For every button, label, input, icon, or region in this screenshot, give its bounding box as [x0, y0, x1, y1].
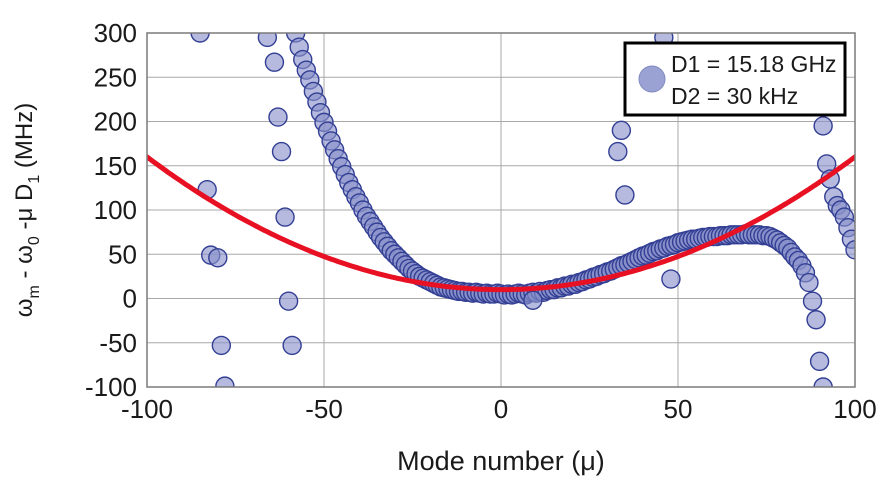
data-point — [282, 335, 302, 356]
legend: D1 = 15.18 GHz D2 = 30 kHz — [623, 41, 847, 117]
y-tick-label: 100 — [94, 195, 137, 225]
data-point — [608, 141, 628, 162]
data-point — [806, 310, 826, 330]
fit-curve-layer — [147, 154, 855, 293]
legend-entry: D1 = 15.18 GHz — [671, 51, 837, 77]
data-point — [275, 207, 295, 227]
y-tick-label: 50 — [108, 239, 137, 269]
x-tick-label: -100 — [121, 394, 173, 424]
data-point — [257, 33, 278, 48]
y-tick-label: 0 — [123, 284, 137, 314]
data-point — [523, 290, 543, 310]
axis-tick-labels: -100 -50 0 50 100 150 200 250 300 -100 -50 0 50 100 — [85, 18, 877, 424]
y-tick-label: -100 — [85, 372, 137, 402]
data-point — [268, 107, 288, 127]
x-tick-label: 50 — [664, 394, 693, 424]
y-axis-title: ωm - ω0 -μ D1 (MHz) — [11, 103, 43, 317]
data-point — [615, 185, 635, 205]
data-point — [190, 33, 210, 43]
data-point — [809, 351, 830, 372]
y-tick-label: -50 — [99, 328, 137, 358]
x-tick-label: 0 — [494, 394, 508, 424]
x-axis-title: Mode number (μ) — [397, 446, 605, 476]
data-point — [211, 335, 232, 356]
y-tick-label: 150 — [94, 151, 137, 181]
legend-entry: D2 = 30 kHz — [671, 83, 798, 109]
y-tick-label: 200 — [94, 107, 137, 137]
data-point — [661, 269, 681, 289]
data-point — [264, 52, 285, 72]
fit-curve — [147, 154, 855, 293]
y-axis-title-text: ωm - ω0 -μ D1 (MHz) — [11, 103, 43, 317]
data-point — [208, 248, 228, 268]
data-point — [799, 272, 819, 293]
data-point — [813, 377, 833, 387]
data-point — [802, 291, 823, 311]
data-point — [271, 141, 292, 162]
legend-marker-icon — [638, 65, 666, 93]
y-tick-label: 250 — [94, 62, 137, 92]
data-point — [845, 240, 855, 260]
scatter-series — [190, 33, 855, 387]
data-point — [215, 376, 235, 387]
y-tick-label: 300 — [94, 18, 137, 48]
x-tick-label: 100 — [833, 394, 876, 424]
data-point — [278, 291, 299, 311]
x-tick-label: -50 — [305, 394, 343, 424]
data-point — [813, 116, 833, 136]
plot-frame — [146, 32, 856, 388]
gridlines — [147, 33, 855, 387]
data-point — [611, 120, 632, 141]
